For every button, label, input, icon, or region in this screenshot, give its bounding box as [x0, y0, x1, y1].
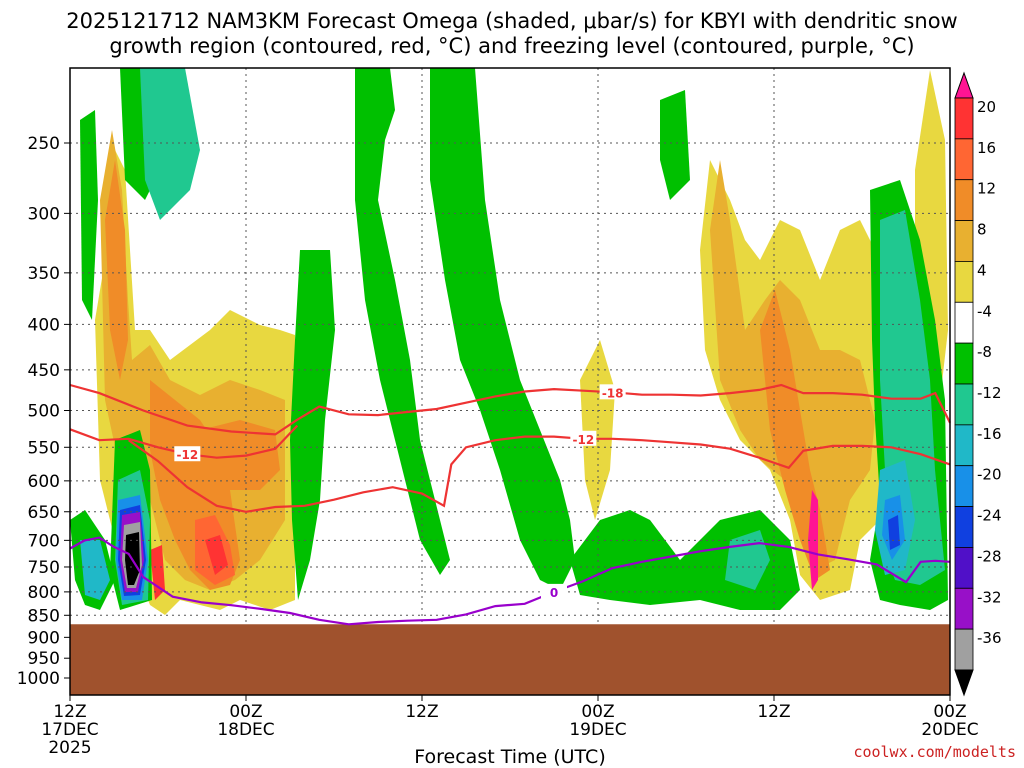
contour-label: -12: [176, 448, 198, 462]
colorbar-label: -12: [977, 384, 1002, 402]
y-tick-label: 1000: [17, 669, 60, 689]
y-tick-label: 950: [28, 649, 60, 669]
contour-label-bg: [599, 384, 626, 400]
shade-downward-4: [355, 68, 450, 575]
colorbar-bottom-triangle: [954, 669, 974, 697]
colorbar-label: -24: [977, 507, 1002, 525]
colorbar-label: -8: [977, 343, 992, 361]
colorbar-segment: [954, 179, 974, 221]
colorbar-segment: [954, 301, 974, 344]
colorbar-segment: [954, 506, 974, 548]
colorbar-segment: [954, 261, 974, 303]
x-tick-label-top: 00Z: [933, 702, 966, 722]
colorbar-segment: [954, 587, 974, 630]
x-tick-label-top: 00Z: [229, 702, 262, 722]
x-tick-label-date: 20DEC: [921, 720, 978, 740]
colorbar-label: -20: [977, 466, 1002, 484]
x-tick-label-top: 00Z: [581, 702, 614, 722]
title-line1: 2025121712 NAM3KM Forecast Omega (shaded…: [66, 9, 957, 33]
contour-label: -12: [572, 433, 594, 447]
colorbar-label: 4: [977, 261, 987, 279]
y-tick-label: 350: [28, 264, 60, 284]
y-tick-label: 250: [28, 134, 60, 154]
shade-upward-20b: [150, 545, 165, 600]
shade-downward-20: [888, 515, 900, 550]
y-tick-label: 700: [28, 531, 60, 551]
contour-label: 0: [550, 586, 558, 600]
colorbar-label: -36: [977, 629, 1002, 647]
x-tick-label-date: 19DEC: [569, 720, 626, 740]
contour-line-purple-3: [69, 536, 951, 626]
x-tick-label-date: 17DEC: [41, 720, 98, 740]
y-tick-label: 800: [28, 583, 60, 603]
y-tick-label: 550: [28, 438, 60, 458]
colorbar-segment: [954, 97, 974, 140]
shade-downward-8: [140, 68, 200, 220]
x-tick-label-top: 12Z: [405, 702, 438, 722]
contour-line-red-2: [128, 435, 951, 513]
colorbar-label: 16: [977, 139, 996, 157]
contour-line-red-0: [69, 383, 951, 436]
x-axis-title: Forecast Time (UTC): [414, 746, 605, 768]
colorbar-label: -32: [977, 588, 1002, 606]
y-tick-label: 600: [28, 472, 60, 492]
colorbar-label: 20: [977, 98, 996, 116]
shade-downward-4c: [290, 250, 335, 600]
omega-shading: [70, 68, 948, 615]
plot-frame: [69, 67, 951, 696]
shade-upward-20: [205, 535, 228, 575]
colorbar-segment: [954, 465, 974, 507]
y-tick-label: 300: [28, 204, 60, 224]
colorbar-label: -28: [977, 547, 1002, 565]
shade-downward-4i: [80, 110, 98, 320]
colorbar-label: 8: [977, 221, 987, 239]
colorbar-segment: [954, 220, 974, 262]
contour-label-bg: [541, 583, 567, 599]
y-tick-label: 650: [28, 503, 60, 523]
shade-downward-12b: [80, 540, 110, 600]
contour-label-bg: [174, 446, 201, 462]
title-line2: growth region (contoured, red, °C) and f…: [109, 34, 914, 58]
y-tick-label: 900: [28, 628, 60, 648]
x-tick-label-top: 12Z: [757, 702, 790, 722]
shade-upward-max: [808, 490, 818, 590]
colorbar-label: -16: [977, 425, 1002, 443]
x-tick-label-date: 18DEC: [217, 720, 274, 740]
colorbar-segment: [954, 342, 974, 385]
x-tick-label-year: 2025: [48, 738, 91, 758]
y-tick-label: 750: [28, 558, 60, 578]
y-tick-label: 850: [28, 606, 60, 626]
colorbar-segment: [954, 138, 974, 181]
colorbar-label: 12: [977, 180, 996, 198]
contour-label: -18: [602, 386, 624, 400]
contour-lines: -18 -12 -12 0: [69, 383, 951, 626]
colorbar-label: -4: [977, 302, 992, 320]
shade-downward-4d: [660, 90, 690, 200]
colorbar-top-triangle: [954, 71, 974, 99]
y-tick-label: 400: [28, 315, 60, 335]
x-tick-label-top: 12Z: [53, 702, 86, 722]
contour-label-bg: [570, 430, 597, 446]
shade-upward-12: [105, 160, 128, 380]
ground-fill: [70, 624, 950, 695]
colorbar-segment: [954, 383, 974, 426]
y-tick-label: 450: [28, 361, 60, 381]
colorbar-segment: [954, 628, 974, 671]
colorbar-segment: [954, 424, 974, 467]
y-tick-label: 500: [28, 402, 60, 422]
colorbar: 20 16 12 8 4 -4 -8 -12 -16 -20 -24 -28 -32 -36: [954, 71, 1002, 697]
credit-text: coolwx.com/modelts: [853, 743, 1016, 761]
colorbar-segment: [954, 547, 974, 589]
shade-downward-4b: [430, 68, 575, 590]
y-axis: 2503003504004505005506006507007508008509…: [17, 134, 70, 689]
